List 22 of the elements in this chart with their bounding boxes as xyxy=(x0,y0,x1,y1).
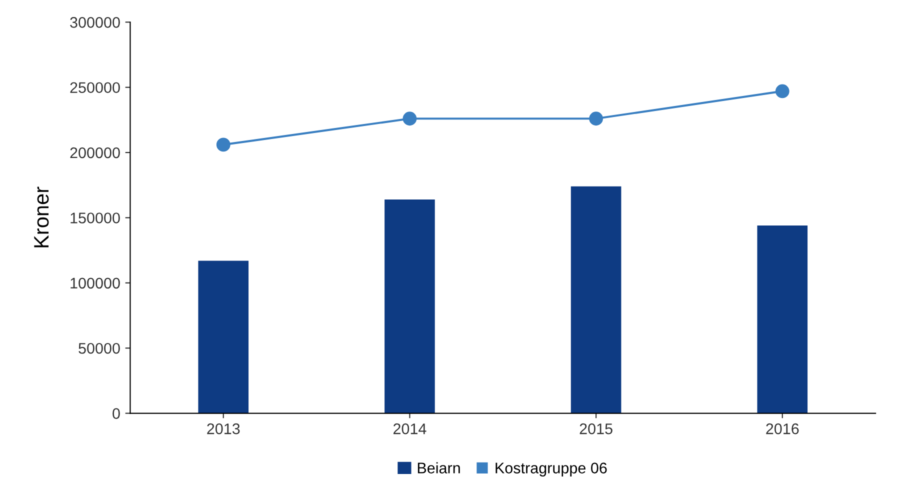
x-tick-label: 2013 xyxy=(207,423,240,434)
y-tick-label: 0 xyxy=(112,408,120,419)
y-tick-label: 300000 xyxy=(70,17,120,28)
point xyxy=(402,112,417,126)
y-tick-label: 200000 xyxy=(70,147,120,158)
bar xyxy=(198,260,249,414)
x-tick-label: 2014 xyxy=(393,423,426,434)
point xyxy=(775,84,790,98)
x-tick-label: 2016 xyxy=(766,423,799,434)
bar xyxy=(384,199,435,414)
x-tick-label: 2015 xyxy=(580,423,612,434)
bar xyxy=(570,186,622,414)
y-tick-label: 100000 xyxy=(70,278,120,289)
y-axis-title: Kroner xyxy=(34,186,49,248)
point xyxy=(216,138,230,152)
y-tick-label: 150000 xyxy=(70,212,120,224)
y-tick-label: 250000 xyxy=(70,82,120,94)
bar xyxy=(757,226,808,414)
legend-label: Kostragruppe 06 xyxy=(496,462,607,476)
legend-label: Beiarn xyxy=(418,462,460,474)
y-tick-label: 50000 xyxy=(78,342,120,354)
point xyxy=(589,112,603,126)
